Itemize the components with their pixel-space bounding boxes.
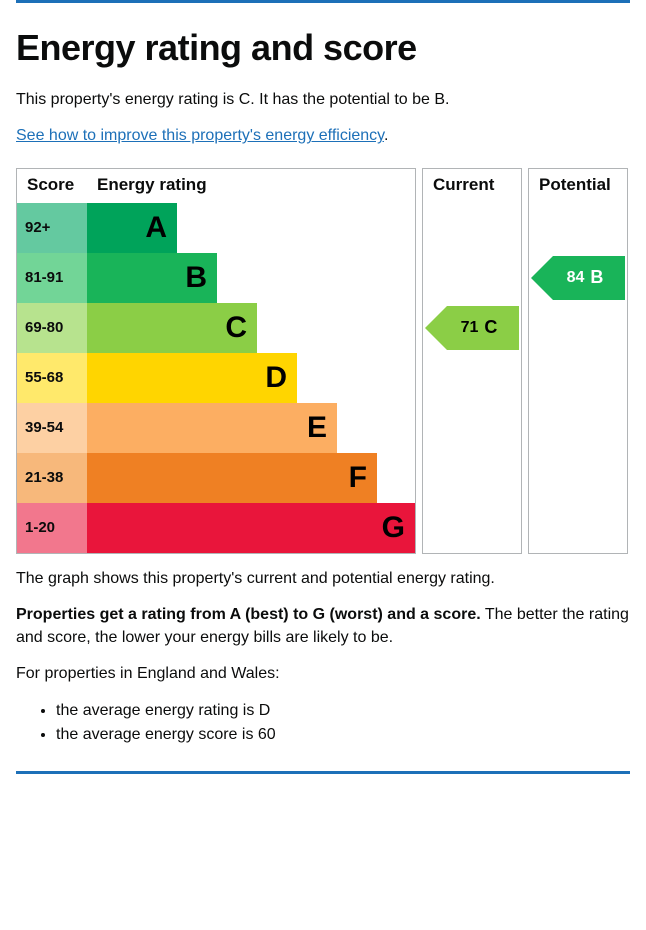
- band-bar-c: C: [87, 303, 257, 353]
- intro-text: This property's energy rating is C. It h…: [16, 89, 630, 111]
- chart-potential-col: Potential 84 B: [528, 168, 628, 554]
- rating-explain: Properties get a rating from A (best) to…: [16, 604, 630, 649]
- header-current: Current: [423, 169, 521, 203]
- region-intro: For properties in England and Wales:: [16, 663, 630, 685]
- band-row-b: 81-91B: [17, 253, 415, 303]
- band-range-e: 39-54: [17, 403, 87, 453]
- potential-marker-score: 84: [567, 269, 585, 287]
- band-range-a: 92+: [17, 203, 87, 253]
- band-bar-b: B: [87, 253, 217, 303]
- band-range-g: 1-20: [17, 503, 87, 553]
- band-row-d: 55-68D: [17, 353, 415, 403]
- potential-marker-arrow-icon: [531, 256, 553, 300]
- band-row-e: 39-54E: [17, 403, 415, 453]
- band-bar-d: D: [87, 353, 297, 403]
- potential-marker: 84 B: [553, 256, 625, 300]
- energy-chart: Score Energy rating 92+A81-91B69-80C55-6…: [16, 168, 630, 554]
- band-row-f: 21-38F: [17, 453, 415, 503]
- band-range-b: 81-91: [17, 253, 87, 303]
- averages-list: the average energy rating is Dthe averag…: [16, 699, 630, 747]
- band-bar-e: E: [87, 403, 337, 453]
- band-range-c: 69-80: [17, 303, 87, 353]
- potential-marker-letter: B: [590, 267, 603, 288]
- current-marker-arrow-icon: [425, 306, 447, 350]
- header-score: Score: [27, 175, 97, 195]
- band-bar-g: G: [87, 503, 415, 553]
- averages-item-1: the average energy score is 60: [56, 723, 630, 747]
- band-bar-f: F: [87, 453, 377, 503]
- current-marker: 71 C: [447, 306, 519, 350]
- chart-left-col: Score Energy rating 92+A81-91B69-80C55-6…: [16, 168, 416, 554]
- chart-current-col: Current 71 C: [422, 168, 522, 554]
- top-rule: [16, 0, 630, 3]
- header-rating: Energy rating: [97, 175, 207, 195]
- bottom-rule: [16, 771, 630, 774]
- chart-caption: The graph shows this property's current …: [16, 568, 630, 590]
- improve-link[interactable]: See how to improve this property's energ…: [16, 127, 384, 144]
- band-range-f: 21-38: [17, 453, 87, 503]
- band-row-a: 92+A: [17, 203, 415, 253]
- band-row-g: 1-20G: [17, 503, 415, 553]
- chart-left-header: Score Energy rating: [17, 169, 415, 203]
- header-potential: Potential: [529, 169, 627, 203]
- rating-explain-bold: Properties get a rating from A (best) to…: [16, 606, 481, 623]
- current-marker-letter: C: [484, 317, 497, 338]
- band-range-d: 55-68: [17, 353, 87, 403]
- page-title: Energy rating and score: [16, 27, 630, 69]
- averages-item-0: the average energy rating is D: [56, 699, 630, 723]
- band-row-c: 69-80C: [17, 303, 415, 353]
- band-bar-a: A: [87, 203, 177, 253]
- current-marker-score: 71: [461, 319, 479, 337]
